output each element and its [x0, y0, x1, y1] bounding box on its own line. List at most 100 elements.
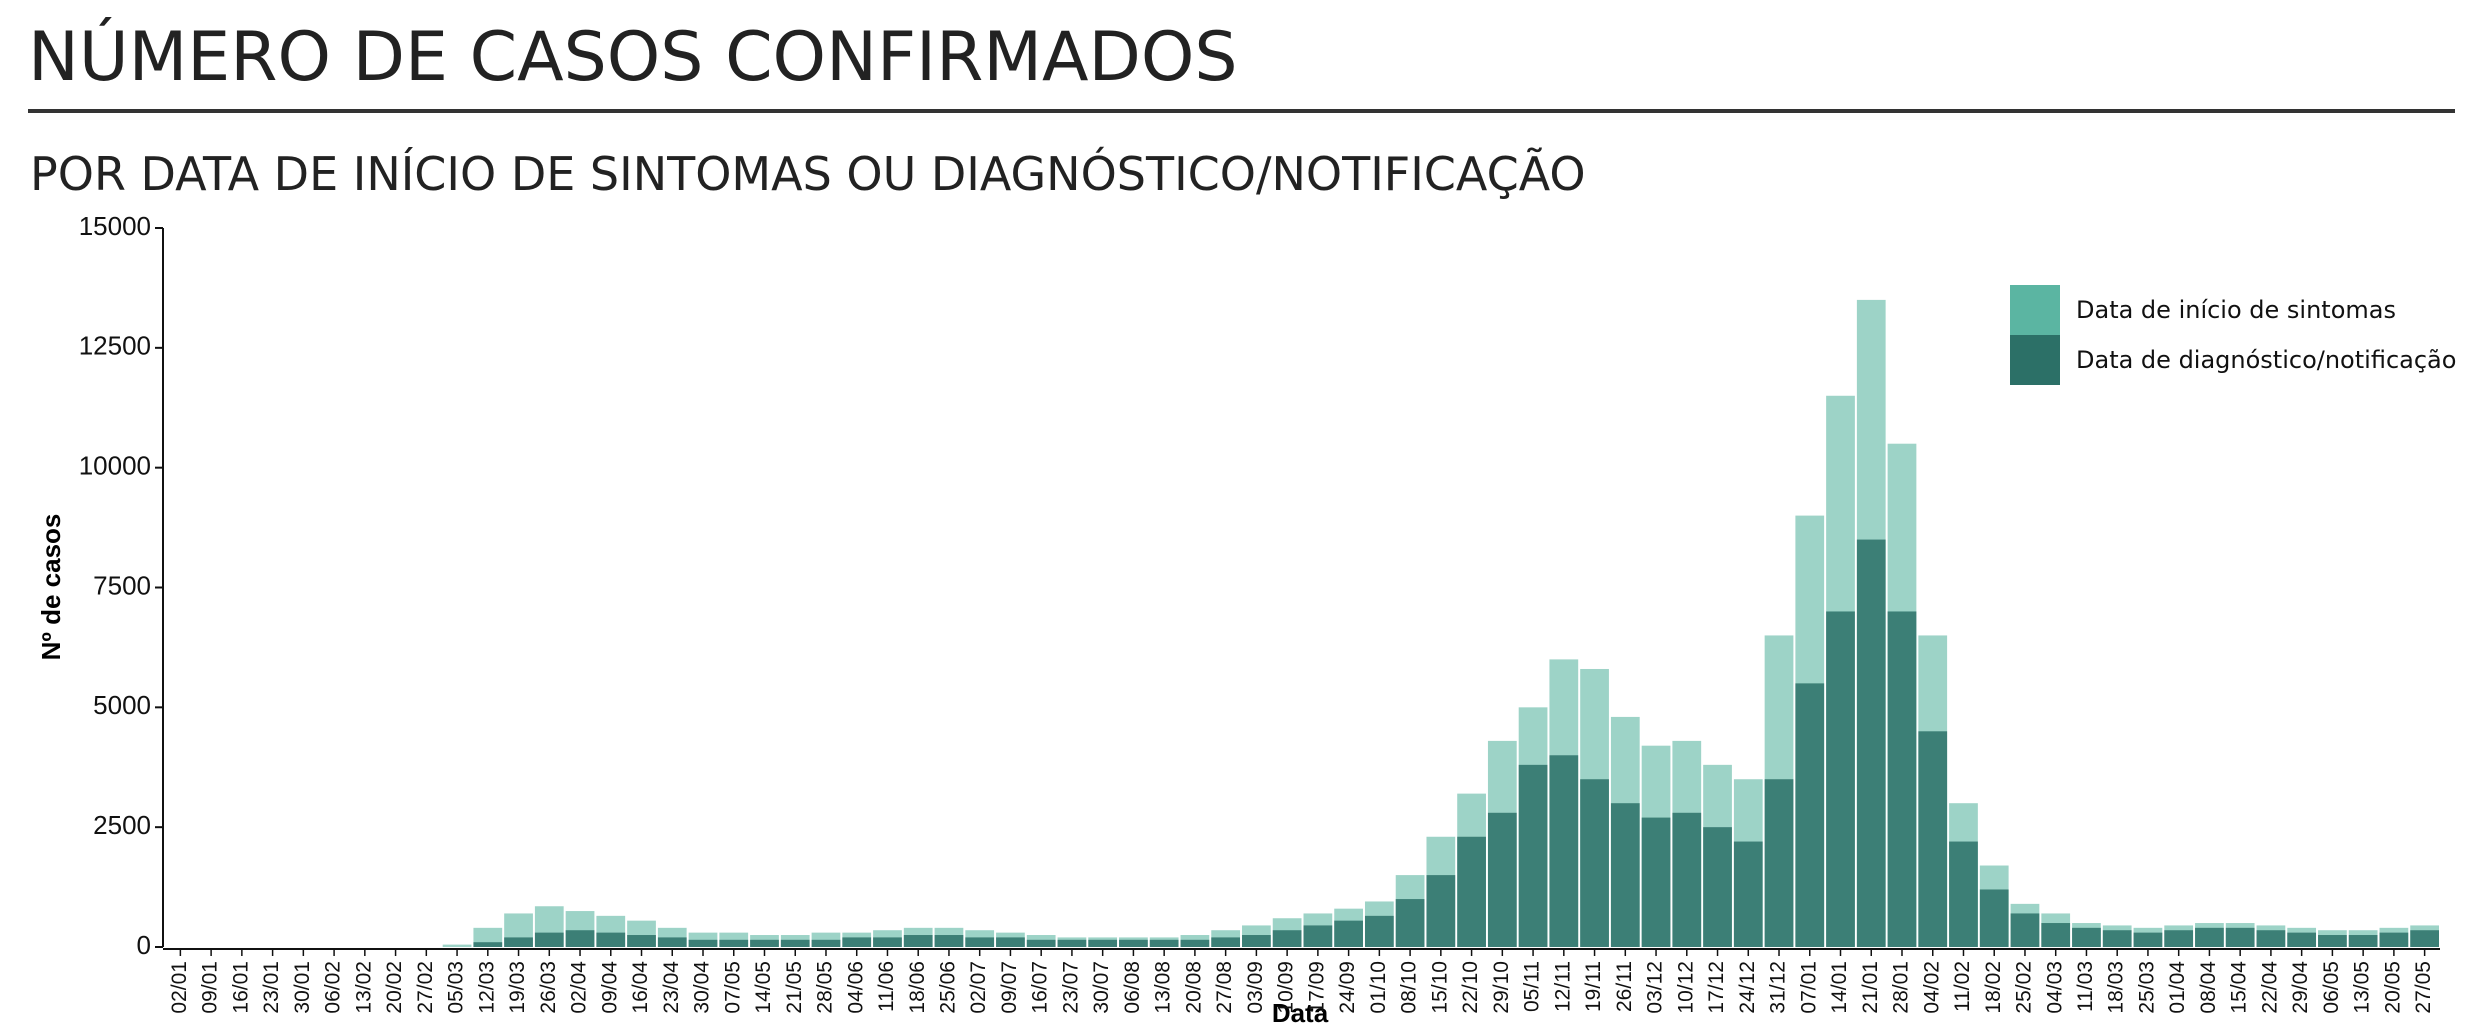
x-tick-label: 01/04 — [2166, 961, 2189, 1014]
legend-label: Data de início de sintomas — [2076, 296, 2396, 324]
bar — [2133, 932, 2163, 947]
bar — [504, 937, 533, 947]
x-tick-label: 31/12 — [1767, 961, 1790, 1014]
bar — [1580, 779, 1609, 947]
x-tick-label: 30/04 — [691, 961, 714, 1014]
x-tick-label: 24/09 — [1336, 961, 1359, 1014]
y-tick-label: 5000 — [93, 690, 151, 720]
x-tick-label: 26/11 — [1613, 961, 1636, 1012]
bar — [842, 937, 872, 947]
x-tick-label: 11/03 — [2074, 961, 2097, 1012]
bar — [1457, 836, 1486, 947]
bar — [1764, 779, 1794, 947]
bar — [1672, 812, 1702, 947]
x-tick-label: 09/07 — [998, 961, 1021, 1014]
bar — [1887, 611, 1917, 947]
x-tick-label: 23/07 — [1059, 961, 1082, 1014]
x-tick-label: 02/07 — [967, 961, 990, 1014]
bar — [1795, 683, 1825, 947]
bar — [1180, 939, 1210, 947]
x-axis-label: Data — [1272, 998, 1329, 1028]
bar — [1949, 841, 1978, 947]
bar — [1334, 920, 1363, 947]
x-tick-label: 10/12 — [1674, 961, 1697, 1014]
x-tick-label: 21/05 — [783, 961, 806, 1014]
bar — [903, 935, 933, 947]
x-tick-label: 18/06 — [906, 961, 929, 1014]
x-tick-label: 15/04 — [2228, 961, 2251, 1014]
bar — [2225, 927, 2255, 947]
y-tick-label: 2500 — [93, 810, 151, 840]
x-tick-label: 30/01 — [291, 961, 314, 1014]
bar — [657, 937, 687, 947]
bar — [2102, 930, 2132, 947]
x-tick-label: 08/04 — [2197, 961, 2220, 1014]
x-tick-label: 23/04 — [660, 961, 683, 1014]
bar — [1395, 899, 1425, 947]
x-tick-label: 13/08 — [1152, 961, 1175, 1014]
legend-swatch — [2010, 285, 2060, 335]
bar — [2010, 913, 2040, 947]
bar — [627, 935, 656, 947]
bar — [2287, 932, 2317, 947]
chart-subtitle: POR DATA DE INÍCIO DE SINTOMAS OU DIAGNÓ… — [30, 147, 1586, 201]
x-tick-label: 04/02 — [1920, 961, 1943, 1014]
bar — [965, 937, 995, 947]
x-tick-label: 28/01 — [1890, 961, 1913, 1014]
x-tick-label: 17/12 — [1705, 961, 1728, 1014]
x-tick-label: 16/01 — [229, 961, 252, 1014]
bar — [1242, 935, 1271, 947]
bar — [534, 932, 564, 947]
bar — [1211, 937, 1241, 947]
bar — [996, 937, 1025, 947]
x-tick-label: 01/10 — [1367, 961, 1390, 1014]
bar — [1641, 817, 1671, 947]
x-tick-label: 12/03 — [475, 961, 498, 1014]
bar — [934, 935, 964, 947]
x-tick-label: 05/03 — [445, 961, 468, 1014]
x-tick-label: 24/12 — [1736, 961, 1759, 1014]
x-tick-label: 11/02 — [1951, 961, 1974, 1012]
bar — [565, 930, 595, 947]
chart-title: NÚMERO DE CASOS CONFIRMADOS — [28, 17, 1238, 97]
x-tick-label: 04/03 — [2043, 961, 2066, 1014]
bar — [1610, 803, 1640, 947]
x-tick-label: 23/01 — [260, 961, 283, 1014]
x-tick-label: 05/11 — [1521, 961, 1544, 1012]
x-tick-label: 22/04 — [2258, 961, 2281, 1014]
bar — [750, 939, 779, 947]
x-tick-label: 12/11 — [1551, 961, 1574, 1012]
bar — [1303, 925, 1333, 947]
bar — [2041, 923, 2071, 947]
bar — [1272, 930, 1302, 947]
bar — [1979, 889, 2009, 947]
bar — [473, 942, 503, 947]
x-tick-label: 09/01 — [199, 961, 222, 1014]
x-tick-label: 13/05 — [2351, 961, 2374, 1014]
x-tick-label: 09/04 — [598, 961, 621, 1014]
x-tick-label: 08/10 — [1398, 961, 1421, 1014]
x-tick-label: 11/06 — [875, 961, 898, 1012]
bar — [1733, 841, 1763, 947]
x-tick-label: 04/06 — [844, 961, 867, 1014]
x-tick-label: 27/02 — [414, 961, 437, 1014]
bar — [1856, 539, 1886, 947]
bar — [1703, 827, 1732, 947]
x-tick-label: 26/03 — [537, 961, 560, 1014]
x-tick-label: 06/08 — [1121, 961, 1144, 1014]
x-tick-label: 20/05 — [2381, 961, 2404, 1014]
x-tick-label: 07/01 — [1797, 961, 1820, 1014]
bar — [2379, 932, 2409, 947]
y-tick-label: 10000 — [79, 451, 151, 481]
bar — [2164, 930, 2194, 947]
x-tick-label: 14/05 — [752, 961, 775, 1014]
x-tick-label: 29/04 — [2289, 961, 2312, 1014]
bar — [1518, 764, 1548, 947]
bar — [719, 939, 749, 947]
bar — [1057, 939, 1087, 947]
x-tick-label: 06/05 — [2320, 961, 2343, 1014]
x-tick-label: 20/02 — [383, 961, 406, 1014]
y-tick-label: 0 — [137, 930, 151, 960]
bar — [1149, 939, 1179, 947]
